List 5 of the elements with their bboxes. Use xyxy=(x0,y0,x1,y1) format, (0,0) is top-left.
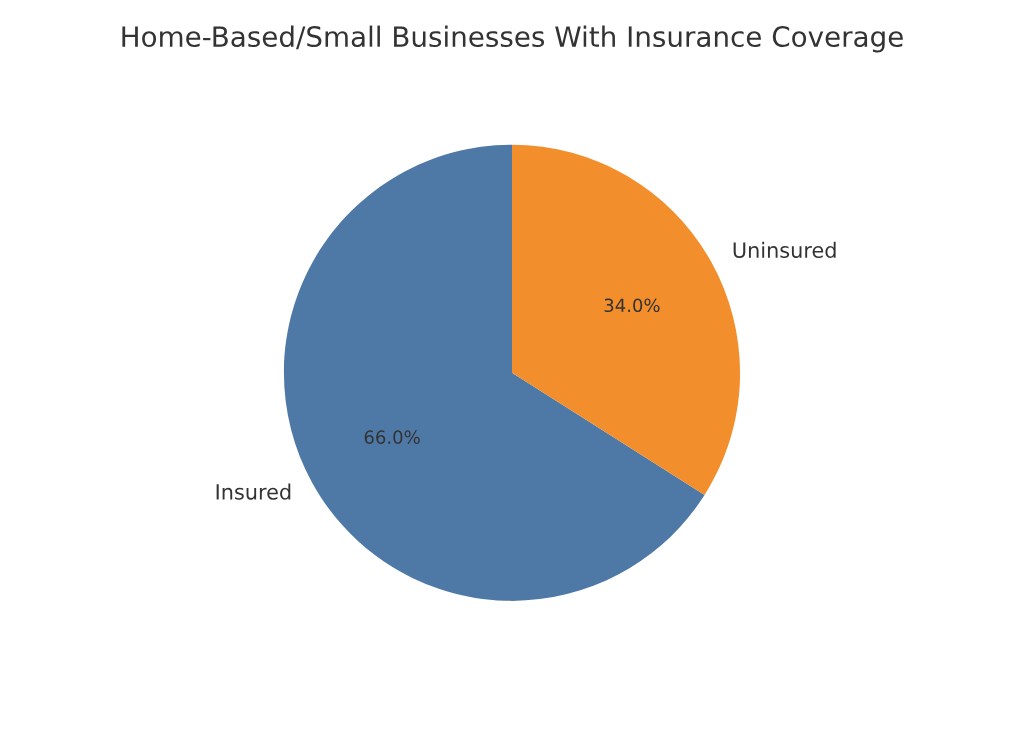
slice-label: Uninsured xyxy=(733,241,836,258)
chart-title: Home-Based/Small Businesses With Insurance Coverage xyxy=(122,25,903,53)
slice-label: Insured xyxy=(216,483,291,500)
data-label: 34.0% xyxy=(604,298,660,313)
data-label: 66.0% xyxy=(364,430,420,444)
